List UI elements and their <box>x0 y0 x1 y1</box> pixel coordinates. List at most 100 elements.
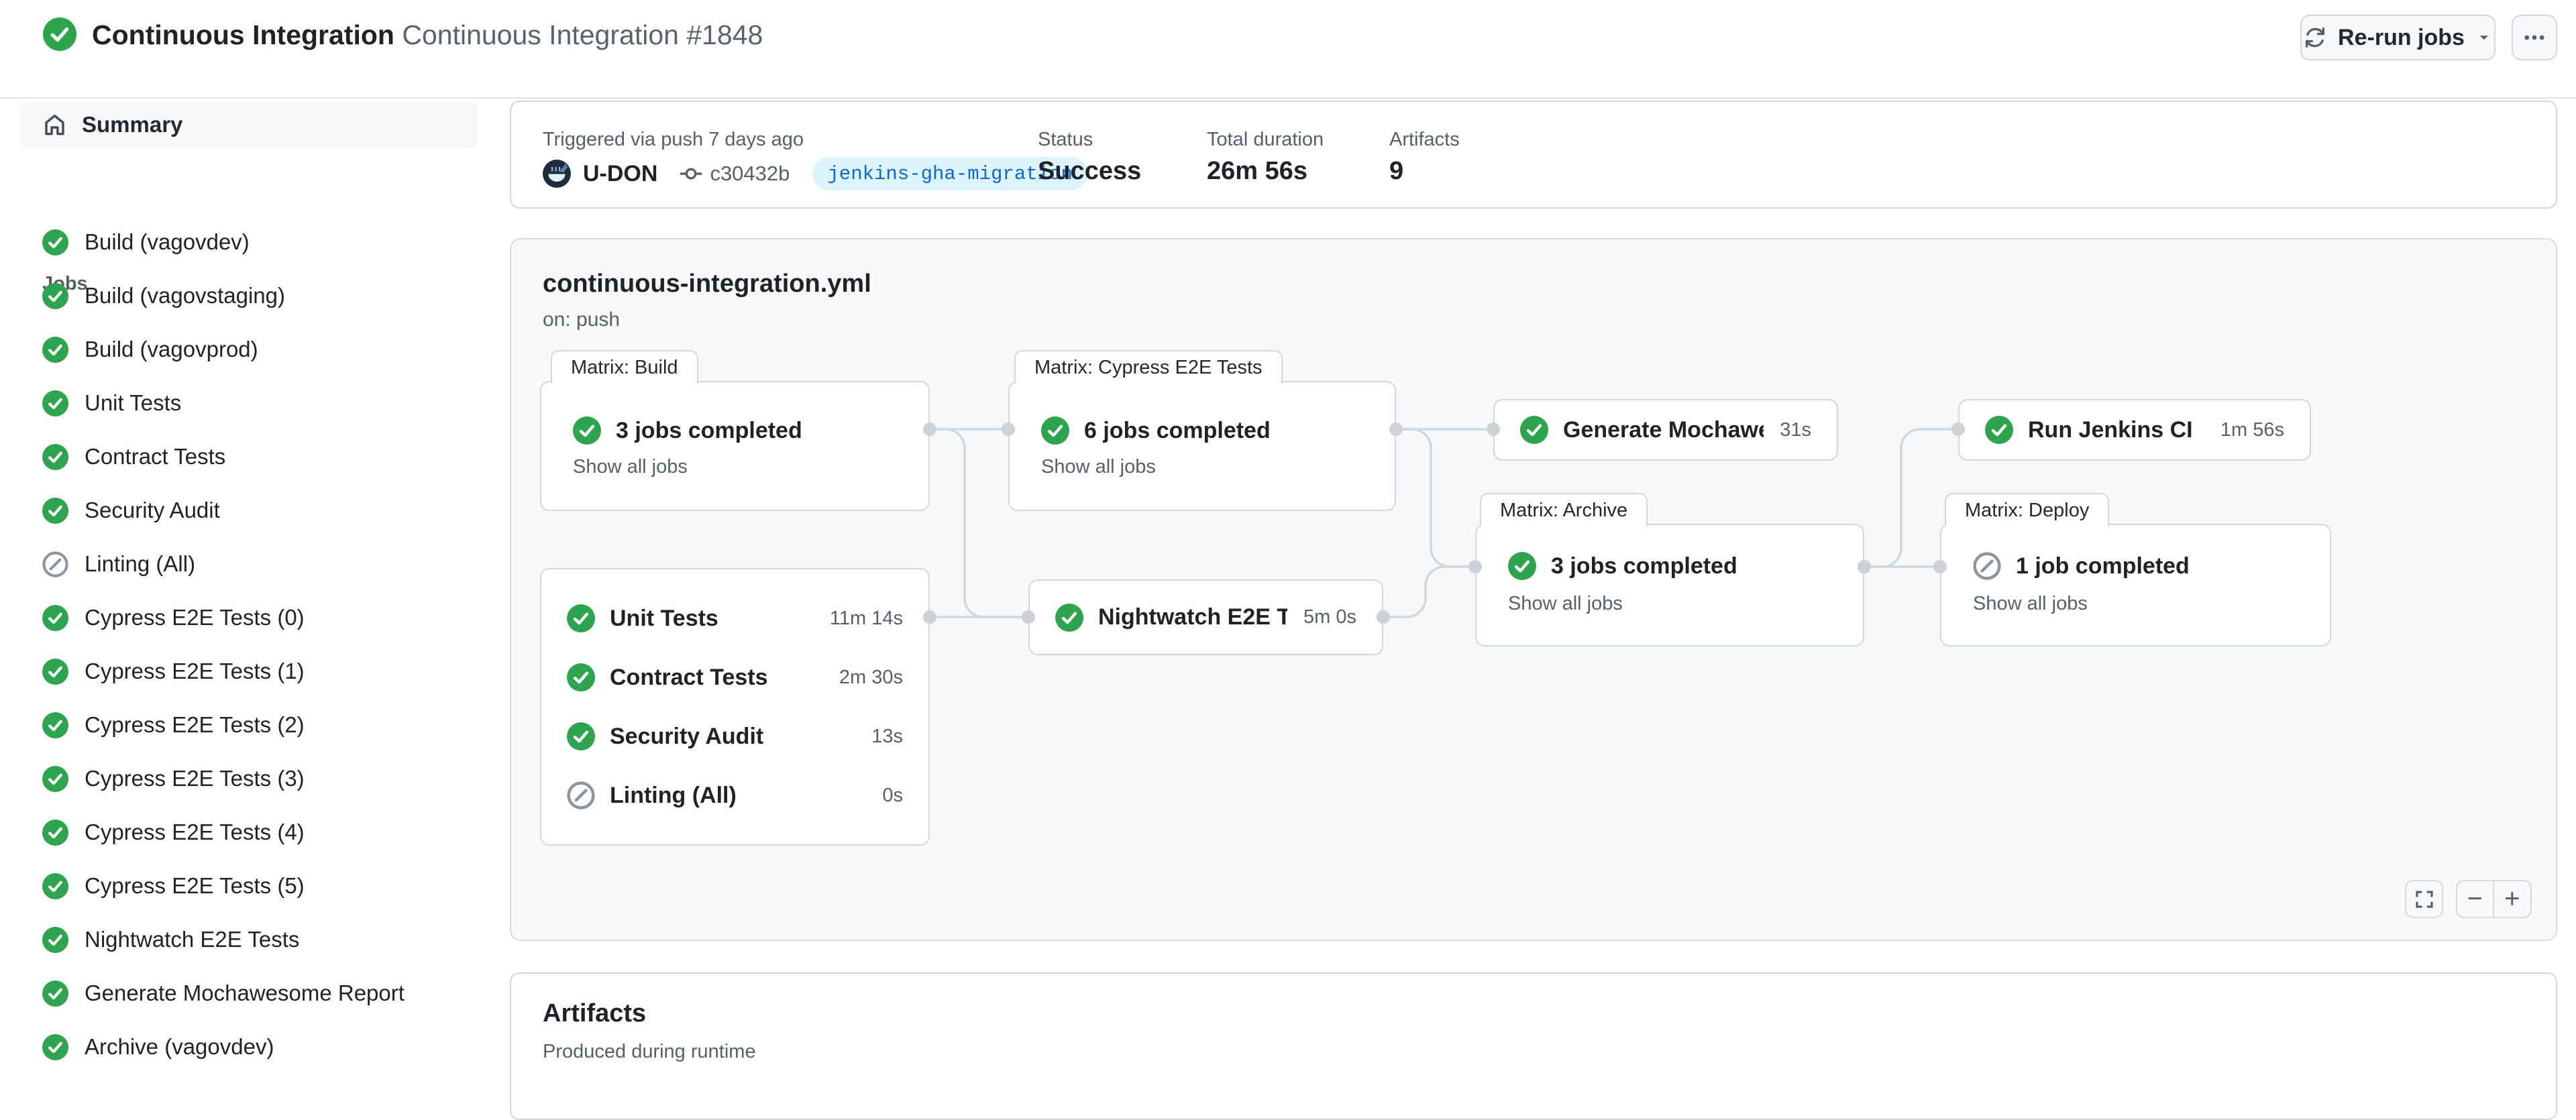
branch-badge[interactable]: jenkins-gha-migration <box>812 157 1087 190</box>
chevron-down-icon <box>2475 29 2493 46</box>
zoom-out-button[interactable]: − <box>2457 881 2494 917</box>
job-status-icon <box>42 605 68 631</box>
connector-dot <box>923 423 936 436</box>
sync-icon <box>2303 25 2327 50</box>
sidebar-job-item[interactable]: Build (vagovstaging) <box>19 269 478 323</box>
tests-stack-row[interactable]: Unit Tests 11m 14s <box>541 589 928 648</box>
graph-fullscreen-button[interactable] <box>2405 880 2443 918</box>
matrix-archive-tab: Matrix: Archive <box>1480 493 1648 526</box>
job-status-icon <box>42 659 68 685</box>
artifacts-title: Artifacts <box>543 999 647 1027</box>
zoom-in-button[interactable]: + <box>2504 884 2520 913</box>
connector-dot <box>1858 560 1871 573</box>
matrix-cypress-node[interactable]: 6 jobs completed Show all jobs <box>1008 381 1396 511</box>
run-status-check-icon <box>43 17 76 51</box>
job-status-icon <box>42 337 68 363</box>
cypress-show-all-jobs-link[interactable]: Show all jobs <box>1041 456 1156 478</box>
jenkins-node[interactable]: Run Jenkins CI 1m 56s <box>1958 399 2311 461</box>
page-title: Continuous Integration Continuous Integr… <box>92 19 763 50</box>
sidebar-job-item[interactable]: Build (vagovdev) <box>19 215 478 269</box>
matrix-build-tab: Matrix: Build <box>551 350 698 384</box>
test-duration: 11m 14s <box>829 607 903 629</box>
status-label: Status <box>1038 129 1093 150</box>
matrix-deploy-node[interactable]: 1 job completed Show all jobs <box>1940 524 2331 647</box>
duration-value: 26m 56s <box>1207 157 1308 185</box>
kebab-icon <box>2522 25 2546 50</box>
artifacts-count: 9 <box>1389 157 1404 185</box>
job-status-icon <box>42 712 68 738</box>
mochawesome-status-icon <box>1520 416 1548 444</box>
test-duration: 13s <box>871 725 903 747</box>
sidebar-job-item[interactable]: Contract Tests <box>19 430 478 484</box>
matrix-build-node[interactable]: 3 jobs completed Show all jobs <box>540 381 930 511</box>
commit-sha[interactable]: c30432b <box>710 162 790 185</box>
actor-name[interactable]: U-DON <box>583 160 658 186</box>
nightwatch-node[interactable]: Nightwatch E2E Tests 5m 0s <box>1028 579 1383 655</box>
actor-avatar[interactable] <box>543 160 571 188</box>
job-label: Cypress E2E Tests (4) <box>85 820 305 844</box>
rerun-jobs-button[interactable]: Re-run jobs <box>2300 15 2496 60</box>
job-status-icon <box>42 766 68 792</box>
connector-dot <box>1377 610 1390 624</box>
sidebar-job-item[interactable]: Linting (All) <box>19 537 478 591</box>
sidebar-job-item[interactable]: Cypress E2E Tests (0) <box>19 591 478 645</box>
workflow-connectors <box>930 428 1958 618</box>
sidebar-item-summary[interactable]: Summary <box>19 102 478 148</box>
job-label: Cypress E2E Tests (5) <box>85 873 305 898</box>
mochawesome-node[interactable]: Generate Mochawesome … 31s <box>1493 399 1838 461</box>
connector-dot <box>1468 560 1482 573</box>
sidebar-job-item[interactable]: Unit Tests <box>19 376 478 430</box>
sidebar-job-item[interactable]: Cypress E2E Tests (2) <box>19 698 478 752</box>
matrix-archive-node[interactable]: 3 jobs completed Show all jobs <box>1475 524 1864 647</box>
test-status-icon <box>567 781 595 809</box>
sidebar-job-item[interactable]: Cypress E2E Tests (1) <box>19 645 478 698</box>
archive-show-all-jobs-link[interactable]: Show all jobs <box>1508 593 1623 614</box>
sidebar-job-item[interactable]: Cypress E2E Tests (3) <box>19 752 478 805</box>
job-label: Cypress E2E Tests (3) <box>85 766 305 791</box>
test-title: Contract Tests <box>610 664 768 690</box>
connector-dot <box>1022 610 1035 624</box>
job-label: Build (vagovstaging) <box>85 283 285 308</box>
artifacts-label: Artifacts <box>1389 129 1460 150</box>
sidebar-job-item[interactable]: Cypress E2E Tests (4) <box>19 805 478 859</box>
job-label: Linting (All) <box>85 551 196 576</box>
archive-status-icon <box>1508 552 1536 580</box>
test-status-icon <box>567 604 595 632</box>
connector-dot <box>1002 423 1015 436</box>
workflow-graph-panel: continuous-integration.yml on: push Matr… <box>510 238 2557 941</box>
sidebar-job-item[interactable]: Generate Mochawesome Report <box>19 966 478 1020</box>
sidebar-job-item[interactable]: Security Audit <box>19 484 478 537</box>
job-status-icon <box>42 873 68 899</box>
sidebar-job-item[interactable]: Archive (vagovdev) <box>19 1020 478 1074</box>
tests-stack-row[interactable]: Security Audit 13s <box>541 707 928 766</box>
sidebar-job-item[interactable]: Cypress E2E Tests (5) <box>19 859 478 913</box>
job-label: Cypress E2E Tests (1) <box>85 659 305 683</box>
deploy-summary: 1 job completed <box>2016 553 2190 579</box>
deploy-status-icon <box>1973 552 2001 580</box>
build-summary: 3 jobs completed <box>616 417 802 443</box>
tests-stack-row[interactable]: Linting (All) 0s <box>541 766 928 825</box>
run-info-card: Triggered via push 7 days ago U-DON c304… <box>510 101 2557 209</box>
sidebar-job-list: Build (vagovdev) Build (vagovstaging) Bu… <box>19 215 478 1074</box>
job-status-icon <box>42 390 68 416</box>
workflow-trigger: on: push <box>543 309 621 331</box>
mochawesome-duration: 31s <box>1780 418 1811 441</box>
run-header: Continuous Integration Continuous Integr… <box>0 0 2576 99</box>
job-label: Security Audit <box>85 498 220 522</box>
run-title: Continuous Integration #1848 <box>402 19 763 50</box>
nightwatch-status-icon <box>1055 604 1083 632</box>
connector-dot <box>1389 423 1403 436</box>
build-show-all-jobs-link[interactable]: Show all jobs <box>573 456 688 478</box>
deploy-show-all-jobs-link[interactable]: Show all jobs <box>1973 593 2088 614</box>
test-status-icon <box>567 722 595 750</box>
job-status-icon <box>42 551 68 577</box>
run-options-kebab-button[interactable] <box>2512 15 2557 60</box>
sidebar-job-item[interactable]: Nightwatch E2E Tests <box>19 913 478 966</box>
test-duration: 0s <box>882 784 903 806</box>
sidebar-job-item[interactable]: Build (vagovprod) <box>19 323 478 376</box>
job-label: Build (vagovdev) <box>85 229 250 254</box>
artifacts-subtitle: Produced during runtime <box>543 1041 756 1062</box>
tests-stack-row[interactable]: Contract Tests 2m 30s <box>541 648 928 707</box>
job-label: Cypress E2E Tests (2) <box>85 712 305 737</box>
jenkins-status-icon <box>1985 416 2013 444</box>
